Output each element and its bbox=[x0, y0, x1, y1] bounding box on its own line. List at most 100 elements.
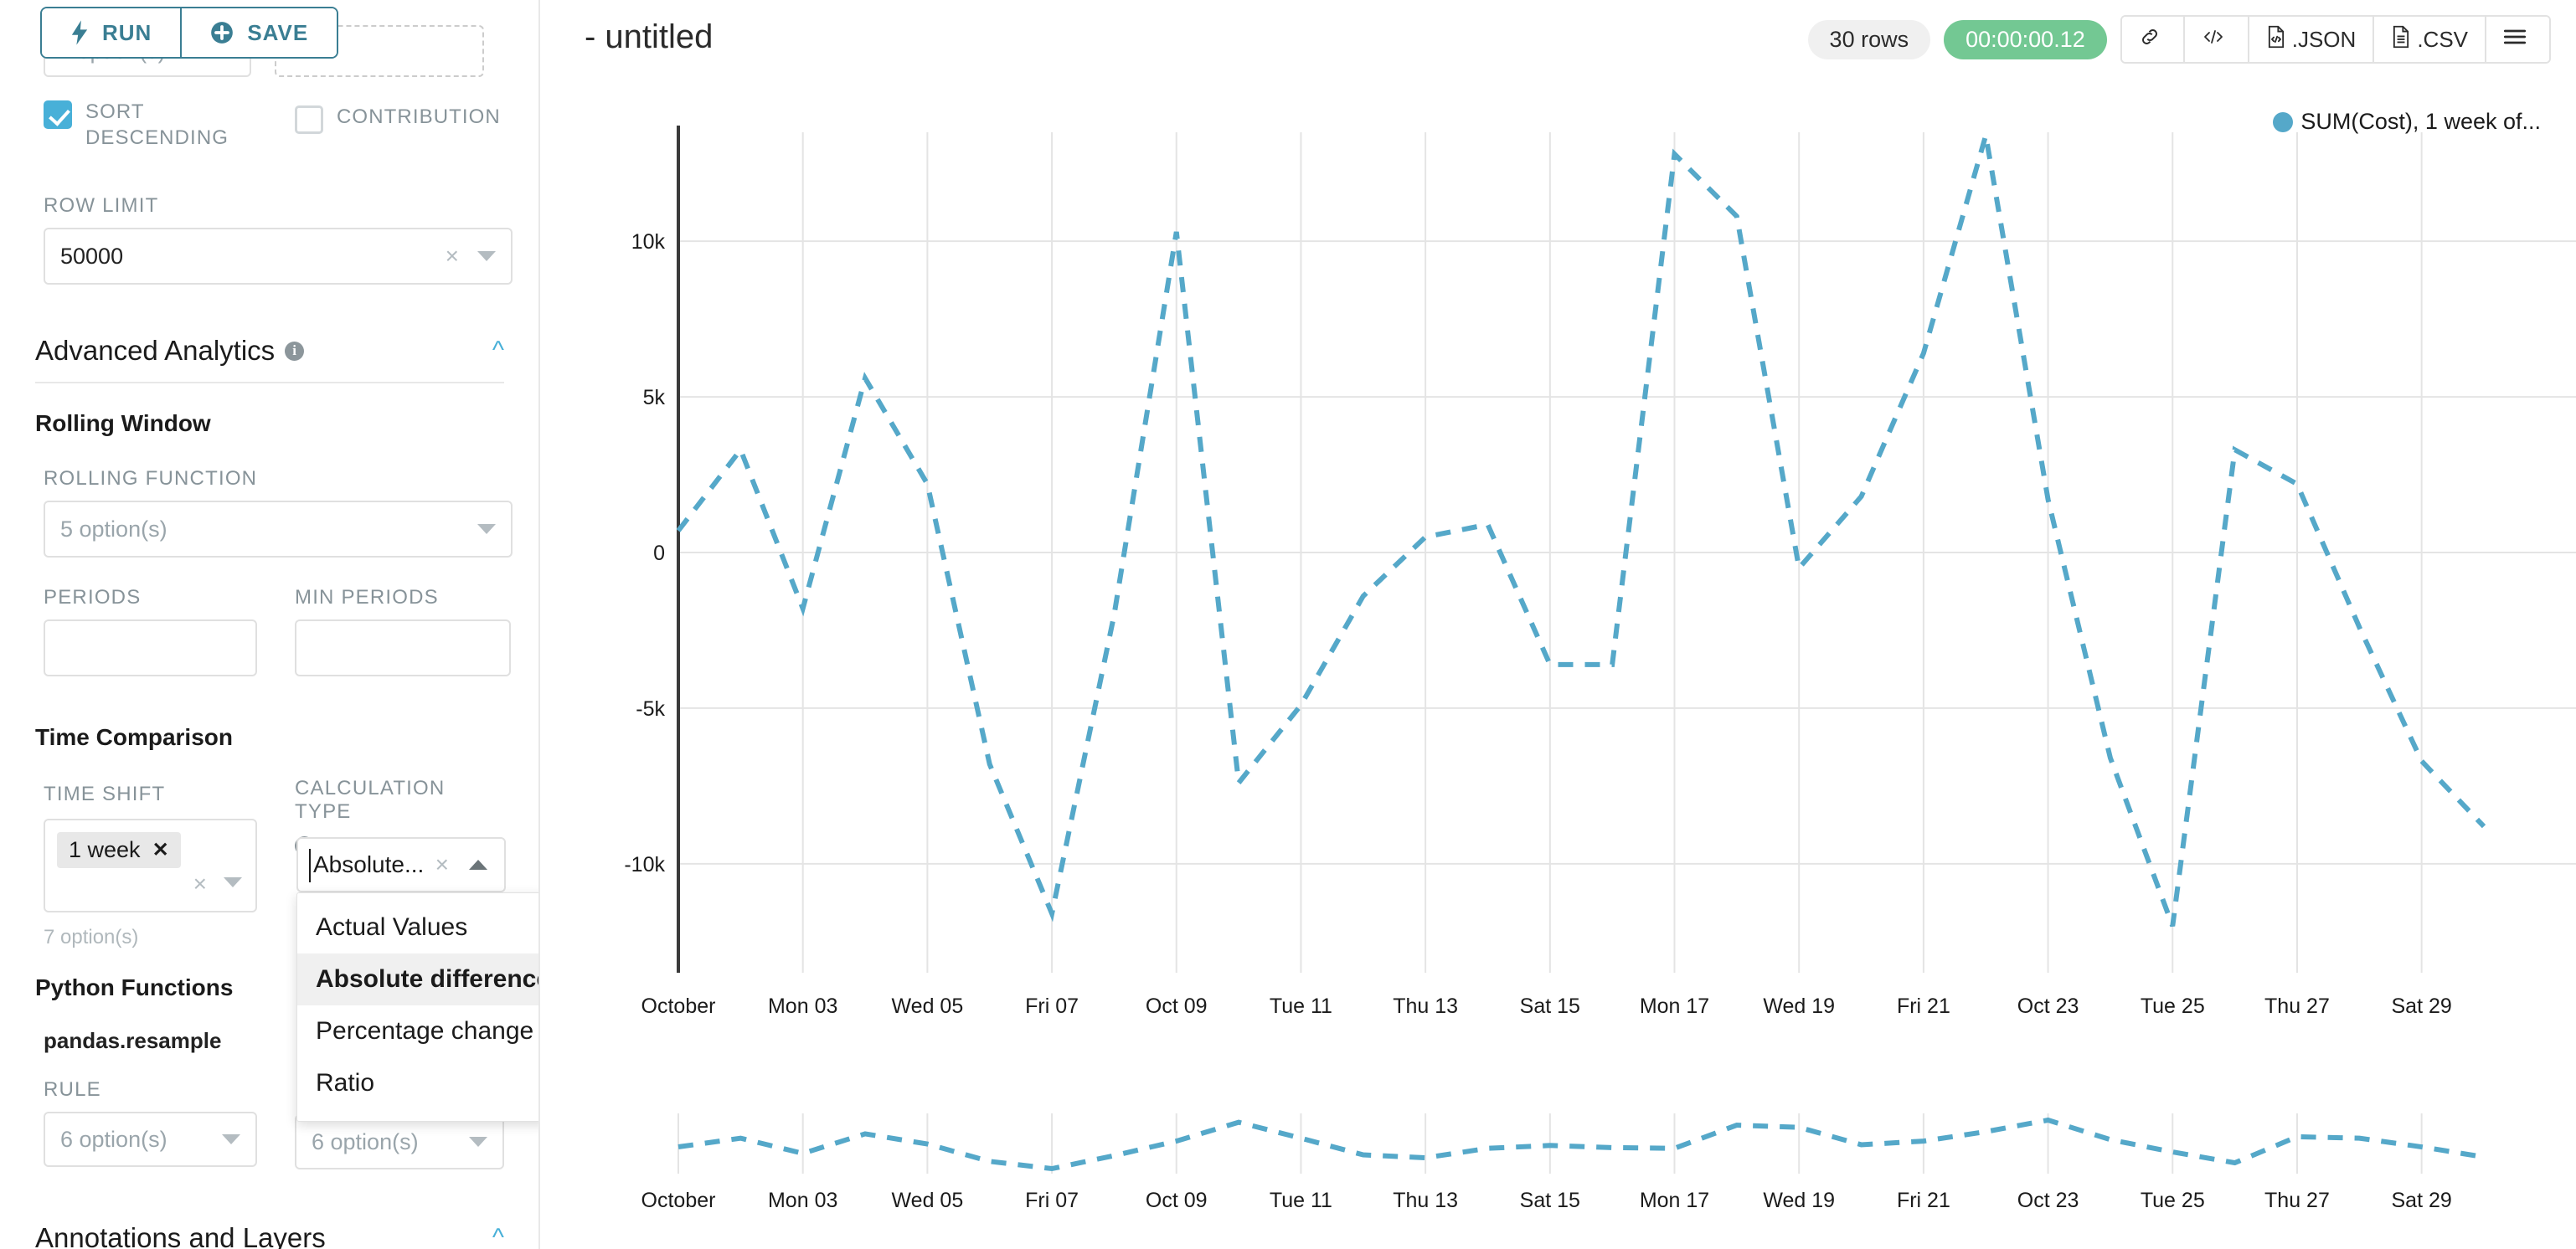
time-shift-tag-label: 1 week bbox=[69, 837, 141, 862]
json-file-icon bbox=[2266, 25, 2286, 54]
chevron-down-icon[interactable] bbox=[224, 877, 242, 887]
min-periods-input[interactable] bbox=[295, 619, 511, 677]
lightning-icon bbox=[70, 20, 89, 45]
time-series-chart[interactable]: 10k 5k 0 -5k -10k October Mon 03 Wed 05 Fri 07 Oc… bbox=[542, 126, 2576, 1063]
chevron-up-icon[interactable] bbox=[469, 860, 487, 870]
x-axis-tick-label: Fri 07 bbox=[1025, 995, 1079, 1018]
overview-x-axis-tick-label: Oct 09 bbox=[1146, 1189, 1208, 1212]
overview-x-axis-tick-label: Thu 27 bbox=[2264, 1189, 2330, 1212]
overview-x-axis-tick-label: Tue 11 bbox=[1270, 1189, 1332, 1212]
rule-value: 6 option(s) bbox=[60, 1126, 167, 1152]
rule-field: RULE 6 option(s) bbox=[44, 1078, 257, 1168]
calculation-type-clear-icon[interactable]: × bbox=[435, 851, 449, 877]
periods-label: PERIODS bbox=[44, 586, 142, 609]
rolling-function-label: ROLLING FUNCTION bbox=[44, 467, 258, 490]
x-axis-tick-label: Sat 15 bbox=[1520, 995, 1580, 1018]
x-axis-tick-label: Thu 13 bbox=[1393, 995, 1458, 1018]
python-functions-subtitle: pandas.resample bbox=[44, 1028, 222, 1053]
x-axis-tick-label: Tue 11 bbox=[1270, 995, 1332, 1018]
text-cursor bbox=[309, 849, 311, 882]
more-menu-button[interactable] bbox=[2485, 17, 2549, 62]
chevron-down-icon[interactable] bbox=[469, 1137, 487, 1147]
overview-series-line bbox=[677, 1117, 2485, 1172]
chevron-down-icon[interactable] bbox=[477, 524, 496, 535]
view-code-button[interactable] bbox=[2182, 17, 2248, 62]
page-title[interactable]: - untitled bbox=[585, 18, 714, 55]
calculation-type-field: CALCULATION TYPE i bbox=[295, 777, 504, 856]
rule-label: RULE bbox=[44, 1078, 101, 1101]
chart-panel: - untitled 30 rows 00:00:00.12 bbox=[542, 0, 2576, 1249]
time-shift-clear-icon[interactable]: × bbox=[193, 871, 207, 897]
dropdown-option-ratio[interactable]: Ratio bbox=[316, 1069, 375, 1097]
advanced-analytics-section-header[interactable]: Advanced Analytics i ^ bbox=[35, 335, 504, 367]
calculation-type-value: Absolute... bbox=[313, 851, 425, 877]
contribution-label: CONTRIBUTION bbox=[337, 105, 501, 128]
save-button[interactable]: SAVE bbox=[180, 8, 337, 57]
chevron-up-icon[interactable]: ^ bbox=[492, 1224, 504, 1249]
method-select[interactable]: 6 option(s) bbox=[295, 1114, 504, 1169]
overview-x-axis-tick-label: Oct 23 bbox=[2017, 1189, 2079, 1212]
sort-descending-checkbox[interactable] bbox=[44, 100, 72, 129]
dropdown-option-actual-values[interactable]: Actual Values bbox=[316, 913, 468, 941]
x-axis-tick-label: Tue 25 bbox=[2141, 995, 2205, 1018]
share-link-button[interactable] bbox=[2121, 17, 2183, 62]
dropdown-option-percentage-change[interactable]: Percentage change bbox=[316, 1017, 534, 1045]
periods-input[interactable] bbox=[44, 619, 257, 677]
x-axis-tick-label: Wed 19 bbox=[1763, 995, 1835, 1018]
time-shift-select[interactable]: 1 week ✕ × bbox=[44, 819, 257, 912]
chart-toolbar: 30 rows 00:00:00.12 bbox=[1807, 15, 2551, 64]
code-icon bbox=[2202, 26, 2225, 54]
chart-svg: 10k 5k 0 -5k -10k October Mon 03 Wed 05 Fri 07 Oc… bbox=[624, 126, 2576, 1018]
download-json-button[interactable]: .JSON bbox=[2247, 17, 2373, 62]
x-axis-tick-label: Oct 09 bbox=[1146, 995, 1208, 1018]
chart-overview-brush[interactable]: October Mon 03 Wed 05 Fri 07 Oct 09 Tue 11 Thu… bbox=[542, 1113, 2576, 1222]
y-axis-tick-label: 5k bbox=[643, 386, 666, 409]
x-axis-tick-label: Oct 23 bbox=[2017, 995, 2079, 1018]
info-icon[interactable]: i bbox=[285, 341, 305, 361]
download-csv-label: .CSV bbox=[2417, 26, 2468, 52]
share-link-icon bbox=[2139, 26, 2161, 54]
x-axis-tick-label: Fri 21 bbox=[1897, 995, 1950, 1018]
download-csv-button[interactable]: .CSV bbox=[2372, 17, 2485, 62]
chevron-down-icon[interactable] bbox=[477, 251, 496, 262]
annotations-section-header[interactable]: Annotations and Layers ^ bbox=[35, 1222, 504, 1249]
overview-svg: October Mon 03 Wed 05 Fri 07 Oct 09 Tue 11 Thu… bbox=[641, 1113, 2485, 1212]
plus-circle-icon bbox=[210, 21, 234, 44]
row-limit-select[interactable]: 50000 × bbox=[44, 228, 513, 285]
section-divider bbox=[35, 382, 504, 383]
overview-x-axis-tick-label: October bbox=[641, 1189, 716, 1212]
row-limit-clear-icon[interactable]: × bbox=[445, 243, 459, 270]
query-time-badge: 00:00:00.12 bbox=[1944, 19, 2107, 59]
hamburger-menu-icon bbox=[2503, 27, 2527, 53]
contribution-checkbox[interactable] bbox=[295, 105, 323, 134]
chevron-down-icon[interactable] bbox=[222, 1134, 240, 1145]
contribution-checkbox-row[interactable]: CONTRIBUTION bbox=[295, 104, 501, 134]
close-icon[interactable]: ✕ bbox=[152, 839, 169, 861]
chart-legend[interactable]: SUM(Cost), 1 week of... bbox=[2273, 109, 2541, 135]
time-shift-field: TIME SHIFT bbox=[44, 783, 257, 816]
method-value: 6 option(s) bbox=[312, 1128, 419, 1154]
overview-x-axis-tick-label: Mon 03 bbox=[768, 1189, 837, 1212]
x-axis-tick-label: October bbox=[641, 995, 716, 1018]
dropdown-option-absolute-difference[interactable]: Absolute difference bbox=[297, 953, 538, 1005]
save-button-label: SAVE bbox=[247, 19, 309, 45]
time-shift-tag[interactable]: 1 week ✕ bbox=[57, 832, 181, 868]
time-comparison-title: Time Comparison bbox=[35, 724, 233, 750]
overview-x-axis-tick-label: Wed 19 bbox=[1763, 1189, 1835, 1212]
overview-x-axis-tick-label: Fri 21 bbox=[1897, 1189, 1950, 1212]
rule-select[interactable]: 6 option(s) bbox=[44, 1112, 257, 1168]
csv-file-icon bbox=[2391, 25, 2411, 54]
run-button[interactable]: RUN bbox=[42, 8, 181, 57]
rolling-function-field: ROLLING FUNCTION 5 option(s) bbox=[44, 467, 513, 558]
calculation-type-select[interactable]: Absolute... × bbox=[296, 837, 506, 892]
x-axis-tick-label: Wed 05 bbox=[892, 995, 964, 1018]
method-field: 6 option(s) bbox=[295, 1114, 504, 1169]
run-button-label: RUN bbox=[102, 19, 152, 45]
overview-x-axis-tick-label: Thu 13 bbox=[1393, 1189, 1458, 1212]
sort-descending-checkbox-row[interactable]: SORT DESCENDING bbox=[44, 99, 278, 151]
y-axis-tick-label: -10k bbox=[624, 853, 665, 876]
python-functions-title: Python Functions bbox=[35, 974, 234, 1000]
chevron-up-icon[interactable]: ^ bbox=[492, 337, 504, 364]
rolling-function-select[interactable]: 5 option(s) bbox=[44, 501, 513, 558]
